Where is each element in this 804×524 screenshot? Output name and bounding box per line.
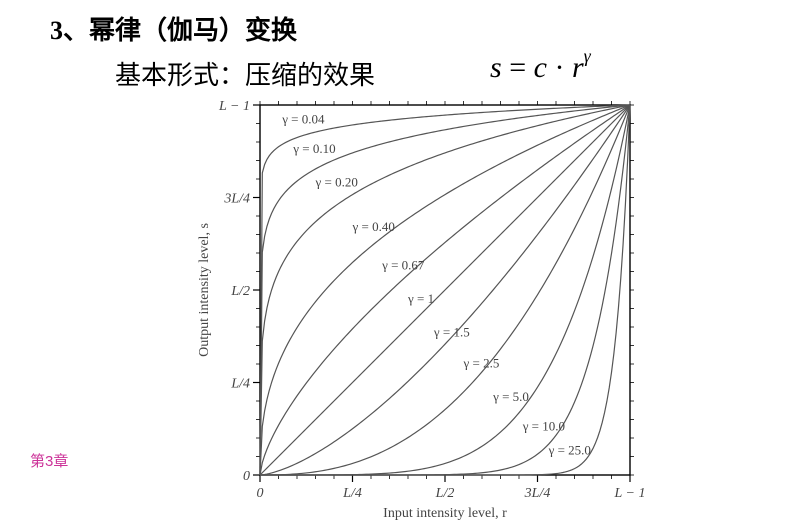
- svg-text:0: 0: [243, 469, 250, 484]
- svg-text:L − 1: L − 1: [218, 99, 250, 114]
- svg-text:3L/4: 3L/4: [223, 192, 250, 207]
- svg-text:L/2: L/2: [435, 486, 455, 501]
- chart-svg: 0 L/4 L/2 3L/4 L − 1 0 L/4 L/2 3L/4 L − 1 Input in…: [190, 95, 660, 520]
- section-subtitle: 基本形式：压缩的效果: [115, 55, 375, 92]
- section-title: 3、幂律（伽马）变换: [50, 10, 297, 47]
- svg-text:γ = 10.0: γ = 10.0: [522, 419, 565, 434]
- gamma-chart: 0 L/4 L/2 3L/4 L − 1 0 L/4 L/2 3L/4 L − 1 Input in…: [190, 95, 660, 520]
- svg-text:0: 0: [257, 486, 264, 501]
- svg-text:γ = 25.0: γ = 25.0: [548, 443, 591, 458]
- formula: s = c · rγ: [490, 50, 591, 85]
- svg-text:Output intensity level, s: Output intensity level, s: [197, 223, 212, 357]
- svg-text:L − 1: L − 1: [614, 486, 646, 501]
- formula-r: r: [572, 51, 584, 84]
- svg-text:γ = 0.20: γ = 0.20: [315, 174, 358, 189]
- svg-text:γ = 0.04: γ = 0.04: [281, 112, 325, 127]
- svg-text:L/4: L/4: [342, 486, 362, 501]
- svg-text:γ = 0.10: γ = 0.10: [292, 141, 335, 156]
- svg-text:γ = 0.40: γ = 0.40: [352, 219, 395, 234]
- svg-text:γ = 2.5: γ = 2.5: [463, 356, 500, 371]
- svg-text:γ = 1: γ = 1: [407, 291, 434, 306]
- formula-exp: γ: [584, 46, 591, 66]
- svg-text:3L/4: 3L/4: [524, 486, 551, 501]
- svg-text:Input intensity level, r: Input intensity level, r: [383, 506, 507, 520]
- formula-dot: ·: [547, 51, 572, 84]
- formula-lhs: s: [490, 51, 502, 84]
- formula-c: c: [534, 51, 547, 84]
- svg-text:L/2: L/2: [230, 284, 250, 299]
- svg-text:γ = 1.5: γ = 1.5: [433, 324, 470, 339]
- svg-text:γ = 0.67: γ = 0.67: [381, 258, 425, 273]
- chapter-label: 第3章: [30, 450, 68, 471]
- svg-text:γ = 5.0: γ = 5.0: [492, 389, 529, 404]
- formula-eq: =: [502, 51, 534, 84]
- svg-text:L/4: L/4: [230, 377, 250, 392]
